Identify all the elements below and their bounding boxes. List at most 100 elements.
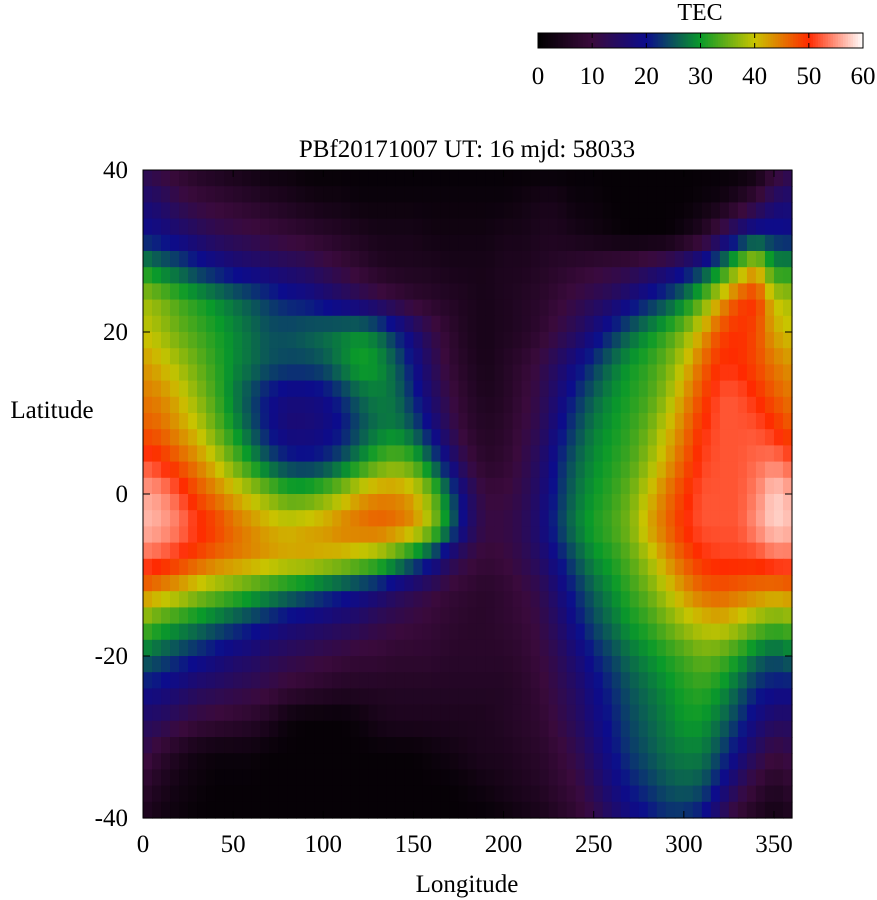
heatmap-cell [224,234,234,252]
heatmap-cell [512,445,523,463]
colorbar-cell [788,33,791,48]
heatmap-cell [314,348,324,365]
heatmap-cell [161,494,171,511]
heatmap-cell [341,510,351,527]
heatmap-cell [611,558,622,576]
colorbar-cell [815,33,819,48]
heatmap-cell [305,315,315,333]
heatmap-cell [305,704,315,722]
colorbar-cell [755,33,759,48]
heatmap-cell [215,234,225,252]
heatmap-cell [494,510,505,527]
heatmap-cell [143,785,153,803]
colorbar-cell [660,33,664,48]
heatmap-cell [638,315,649,333]
heatmap-cell [620,785,631,803]
heatmap-cell [629,575,640,592]
heatmap-cell [728,526,739,544]
heatmap-cell [548,429,559,446]
heatmap-cell [737,461,748,479]
heatmap-cell [539,186,550,203]
heatmap-cell [188,348,198,365]
heatmap-cell [755,283,766,301]
heatmap-cell [746,413,757,430]
heatmap-cell [152,396,162,414]
heatmap-cell [251,785,261,803]
heatmap-cell [503,251,514,268]
heatmap-cell [737,413,748,430]
heatmap-cell [233,801,243,819]
heatmap-cell [719,494,730,511]
heatmap-cell [377,445,387,463]
heatmap-cell [638,170,649,187]
heatmap-cell [755,348,766,365]
heatmap-cell [521,315,532,333]
heatmap-cell [242,413,252,430]
heatmap-cell [602,607,613,625]
heatmap-cell [566,639,577,657]
heatmap-cell [395,218,405,236]
heatmap-cell [224,251,234,268]
heatmap-cell [206,267,216,284]
heatmap-cell [269,461,279,479]
heatmap-cell [251,202,261,220]
heatmap-cell [179,542,189,560]
heatmap-cell [755,526,766,544]
heatmap-cell [386,267,396,284]
heatmap-cell [413,267,424,284]
heatmap-cell [404,218,415,236]
heatmap-cell [242,526,252,544]
heatmap-cell [467,380,478,398]
heatmap-cell [620,267,631,284]
heatmap-cell [521,720,532,738]
heatmap-cell [575,251,586,268]
heatmap-cell [584,364,595,382]
heatmap-cell [179,396,189,414]
heatmap-cell [341,251,351,268]
heatmap-cell [170,639,180,657]
heatmap-cell [692,785,703,803]
heatmap-cell [548,737,559,754]
heatmap-cell [314,170,324,187]
heatmap-cell [269,753,279,770]
heatmap-cell [458,720,469,738]
heatmap-cell [746,170,757,187]
heatmap-cell [638,267,649,284]
heatmap-cell [755,299,766,317]
heatmap-cell [224,542,234,560]
heatmap-cell [179,639,189,657]
heatmap-cell [161,283,171,301]
heatmap-cell [683,769,694,787]
heatmap-cell [314,364,324,382]
heatmap-cell [431,413,442,430]
heatmap-cell [377,234,387,252]
heatmap-cell [224,315,234,333]
heatmap-cell [530,413,541,430]
heatmap-cell [512,170,523,187]
heatmap-cell [719,769,730,787]
heatmap-cell [341,234,351,252]
heatmap-cell [206,170,216,187]
heatmap-cell [575,510,586,527]
heatmap-cell [566,785,577,803]
heatmap-cell [314,510,324,527]
heatmap-cell [656,202,667,220]
heatmap-cell [332,494,342,511]
colorbar-tick-label: 0 [532,63,545,90]
heatmap-cell [251,251,261,268]
heatmap-cell [278,656,288,673]
heatmap-cell [593,769,604,787]
heatmap-cell [665,348,676,365]
colorbar-cell [715,33,719,48]
heatmap-cell [305,558,315,576]
heatmap-cell [476,186,487,203]
colorbar-label: TEC [677,0,722,26]
heatmap-cell [431,753,442,770]
heatmap-cell [332,348,342,365]
heatmap-cell [593,429,604,446]
heatmap-cell [422,429,433,446]
heatmap-cell [746,202,757,220]
heatmap-cell [494,769,505,787]
heatmap-cell [611,413,622,430]
heatmap-cell [764,234,775,252]
